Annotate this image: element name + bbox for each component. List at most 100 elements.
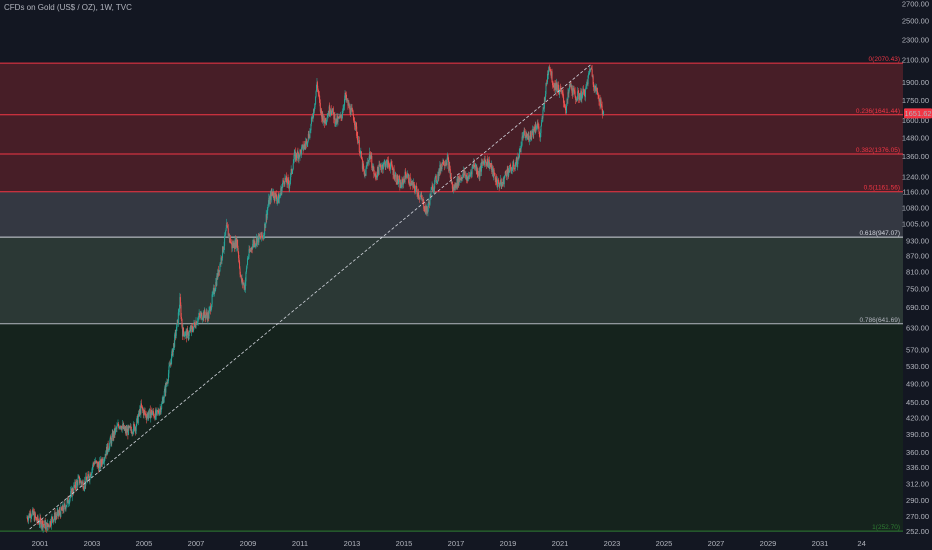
candle-body (255, 243, 257, 245)
candle-body (135, 427, 137, 432)
candle-body (45, 523, 47, 529)
candle-body (552, 82, 554, 86)
candle-body (443, 164, 445, 166)
candle-body (578, 92, 580, 99)
price-tick-label: 1900.00 (902, 78, 929, 87)
candle-body (200, 313, 202, 317)
candle-body (349, 105, 351, 113)
candle-body (461, 176, 463, 179)
candle-body (551, 71, 553, 83)
candle-body (144, 410, 146, 412)
candle-body (66, 505, 68, 507)
candle-body (530, 132, 532, 137)
candle-body (86, 480, 88, 482)
candle-body (523, 131, 525, 132)
candle-body (279, 195, 281, 198)
candle-body (194, 326, 196, 328)
candle-body (571, 85, 573, 93)
candle-body (72, 489, 74, 493)
candle-body (473, 162, 475, 166)
candle-body (556, 83, 558, 92)
candle-body (222, 246, 224, 252)
candle-body (172, 348, 174, 356)
candle-body (143, 410, 145, 416)
candle-body (125, 428, 127, 434)
candle-body (457, 176, 459, 187)
candle-body (32, 509, 34, 515)
candle-body (192, 327, 194, 332)
candle-body (261, 232, 263, 238)
candle-body (49, 521, 51, 526)
candle-body (506, 168, 508, 176)
candle-body (193, 322, 195, 328)
candle-body (513, 162, 515, 169)
candle-body (275, 193, 277, 198)
candle-body (458, 176, 460, 185)
candle-body (28, 516, 30, 521)
price-tick-label: 1240.00 (902, 173, 929, 182)
candle-body (485, 160, 487, 163)
candle-body (106, 446, 108, 456)
candle-body (289, 183, 291, 189)
candle-body (136, 418, 138, 426)
candles (26, 64, 605, 533)
candle-body (31, 515, 33, 517)
price-tick-label: 1750.00 (902, 96, 929, 105)
candle-body (169, 364, 171, 366)
candle-body (51, 516, 53, 520)
candle-body (440, 167, 442, 171)
candle-body (305, 139, 307, 142)
price-axis[interactable]: 2700.00 2500.00 2300.00 2100.00 1900.00 1750.… (902, 0, 932, 550)
candle-body (502, 182, 504, 185)
candle-body (479, 169, 481, 177)
candle-body (352, 110, 354, 111)
candle-body (42, 524, 44, 529)
candle-body (436, 181, 438, 183)
candle-body (42, 520, 44, 529)
candle-body (231, 242, 233, 249)
candle-body (150, 410, 152, 414)
candle-body (45, 522, 47, 524)
candle-body (75, 481, 77, 489)
candle-body (239, 268, 241, 275)
candle-body (318, 94, 320, 100)
candle-body (119, 426, 121, 429)
candle-body (392, 168, 394, 170)
candle-body (357, 142, 359, 143)
time-axis[interactable]: 2001 2003 2005 2007 2009 2011 2013 2015 2017 2019… (0, 538, 932, 550)
candle-body (581, 97, 583, 100)
candle-body (589, 69, 591, 73)
candle-body (570, 85, 572, 88)
candle-body (179, 297, 181, 305)
candle-body (547, 73, 549, 83)
candle-body (541, 117, 543, 123)
candle-body (416, 188, 418, 194)
candle-body (362, 163, 364, 170)
candle-body (97, 462, 99, 467)
candle-body (477, 174, 479, 175)
candle-body (367, 161, 369, 165)
candle-body (127, 425, 129, 435)
candle-body (357, 135, 359, 143)
candle-body (573, 88, 575, 91)
candle-body (196, 321, 198, 325)
candle-body (55, 516, 57, 517)
candle-body (467, 178, 469, 182)
candle-body (197, 321, 199, 323)
time-tick-label: 2025 (656, 539, 673, 548)
candle-body (406, 176, 408, 178)
price-tick-label: 390.00 (906, 430, 929, 439)
candle-body (567, 92, 569, 100)
candle-body (122, 424, 124, 427)
candle-body (537, 125, 539, 127)
candle-body (391, 161, 393, 165)
candle-body (111, 432, 113, 437)
candle-body (369, 151, 371, 159)
candle-body (94, 462, 96, 464)
candle-body (313, 109, 315, 111)
candle-body (47, 524, 49, 526)
candle-body (230, 242, 232, 243)
candle-body (456, 178, 458, 188)
candle-body (526, 136, 528, 139)
